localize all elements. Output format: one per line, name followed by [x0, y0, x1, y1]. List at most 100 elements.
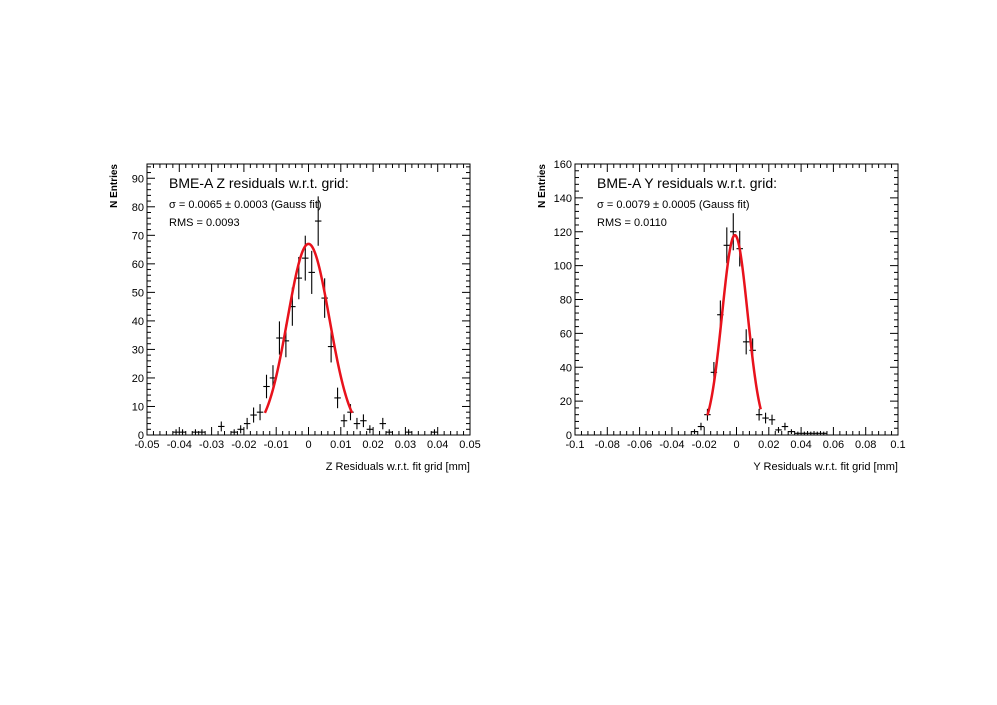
- data-point: [302, 235, 309, 281]
- data-point: [340, 414, 348, 428]
- data-point: [775, 426, 782, 433]
- data-point: [405, 429, 412, 435]
- y-tick-label: 60: [560, 328, 572, 340]
- data-point: [353, 417, 361, 430]
- data-point: [386, 429, 393, 435]
- x-tick-label: 0.05: [459, 439, 480, 451]
- y-tick-label: 100: [554, 261, 572, 273]
- data-point: [172, 429, 180, 435]
- y-tick-label: 30: [132, 344, 144, 356]
- x-tick-label: 0.02: [758, 439, 779, 451]
- data-point: [327, 330, 335, 363]
- data-point: [360, 414, 367, 428]
- x-tick-label: -0.02: [231, 439, 256, 451]
- z-residuals-panel: -0.05 -0.04 -0.03 -0.02 -0.01 0 0.01 0.02 0.03 0.…: [109, 163, 481, 473]
- data-point: [218, 421, 225, 432]
- y-tick-label: 0: [138, 430, 144, 442]
- gauss-fit-curve: [706, 233, 762, 416]
- y-residuals-panel: -0.1 -0.08 -0.06 -0.04 -0.02 0 0.02 0.04 0.06 0.0…: [537, 159, 906, 473]
- x-tick-label: -0.05: [134, 439, 159, 451]
- data-point: [276, 321, 283, 355]
- gauss-fit-curve: [263, 242, 354, 414]
- data-point: [742, 329, 750, 355]
- data-point: [755, 408, 763, 421]
- x-tick-label: 0.04: [427, 439, 448, 451]
- data-markers: [172, 196, 438, 435]
- x-axis-title: Z Residuals w.r.t. fit grid [mm]: [326, 461, 470, 473]
- y-tick-label: 20: [132, 373, 144, 385]
- sigma-annotation: σ = 0.0065 ± 0.0003 (Gauss fit): [169, 199, 322, 211]
- data-point: [334, 387, 341, 409]
- data-point: [250, 407, 257, 423]
- y-tick-label: 60: [132, 259, 144, 271]
- y-tick-label: 160: [554, 159, 572, 171]
- y-tick-label: 90: [132, 173, 144, 185]
- data-point: [263, 374, 270, 399]
- x-tick-label: -0.08: [595, 439, 620, 451]
- y-tick-labels: 0 10 20 30 40 50 60 70 80 90: [132, 173, 144, 442]
- x-tick-label: 0.1: [890, 439, 905, 451]
- rms-annotation: RMS = 0.0093: [169, 217, 240, 229]
- data-point: [801, 431, 808, 435]
- data-point: [820, 431, 827, 435]
- stat-box-title: BME-A Z residuals w.r.t. grid:: [169, 175, 349, 191]
- y-tick-label: 20: [560, 396, 572, 408]
- tick-marks: [574, 163, 899, 436]
- y-tick-label: 80: [132, 202, 144, 214]
- y-axis-title: N Entries: [109, 164, 120, 208]
- data-point: [243, 417, 251, 430]
- y-tick-label: 140: [554, 193, 572, 205]
- data-point: [237, 425, 244, 434]
- data-point: [308, 250, 315, 294]
- x-tick-labels: -0.1 -0.08 -0.06 -0.04 -0.02 0 0.02 0.04 0.06 0.0…: [566, 439, 906, 451]
- x-tick-label: 0: [733, 439, 739, 451]
- y-tick-label: 10: [132, 401, 144, 413]
- y-tick-label: 120: [554, 227, 572, 239]
- y-tick-label: 40: [560, 362, 572, 374]
- data-point: [762, 412, 769, 424]
- data-point: [431, 429, 438, 435]
- x-tick-label: -0.1: [566, 439, 585, 451]
- stat-box-title: BME-A Y residuals w.r.t. grid:: [597, 175, 777, 191]
- x-axis-title: Y Residuals w.r.t. fit grid [mm]: [753, 461, 898, 473]
- x-tick-label: 0.03: [395, 439, 416, 451]
- x-tick-label: 0.01: [330, 439, 351, 451]
- data-point: [807, 431, 815, 435]
- data-point: [198, 429, 206, 435]
- data-point: [256, 404, 264, 421]
- x-tick-label: -0.04: [167, 439, 192, 451]
- y-tick-label: 50: [132, 287, 144, 299]
- x-tick-label: -0.03: [199, 439, 224, 451]
- data-point: [230, 429, 238, 435]
- data-point: [814, 431, 821, 435]
- x-tick-labels: -0.05 -0.04 -0.03 -0.02 -0.01 0 0.01 0.02 0.03 0.…: [134, 439, 480, 451]
- y-tick-label: 80: [560, 295, 572, 307]
- data-point: [366, 425, 374, 434]
- x-tick-label: 0: [305, 439, 311, 451]
- y-tick-label: 70: [132, 230, 144, 242]
- y-tick-label: 0: [566, 430, 572, 442]
- x-tick-label: 0.02: [362, 439, 383, 451]
- sigma-annotation: σ = 0.0079 ± 0.0005 (Gauss fit): [597, 199, 750, 211]
- data-point: [781, 422, 789, 431]
- x-tick-label: -0.06: [627, 439, 652, 451]
- data-point: [788, 429, 795, 435]
- data-point: [314, 196, 322, 246]
- rms-annotation: RMS = 0.0110: [597, 217, 667, 229]
- data-point: [379, 417, 387, 430]
- data-point: [179, 429, 186, 435]
- x-tick-label: 0.06: [823, 439, 844, 451]
- x-tick-label: 0.04: [790, 439, 811, 451]
- data-point: [768, 414, 776, 425]
- x-tick-label: 0.08: [855, 439, 876, 451]
- y-tick-label: 40: [132, 316, 144, 328]
- y-axis-title: N Entries: [537, 164, 548, 208]
- data-point: [697, 422, 705, 431]
- x-tick-label: -0.02: [692, 439, 717, 451]
- tick-marks: [146, 164, 471, 436]
- data-point: [723, 227, 731, 264]
- data-point: [730, 213, 737, 251]
- x-tick-label: -0.01: [264, 439, 289, 451]
- x-tick-label: -0.04: [659, 439, 684, 451]
